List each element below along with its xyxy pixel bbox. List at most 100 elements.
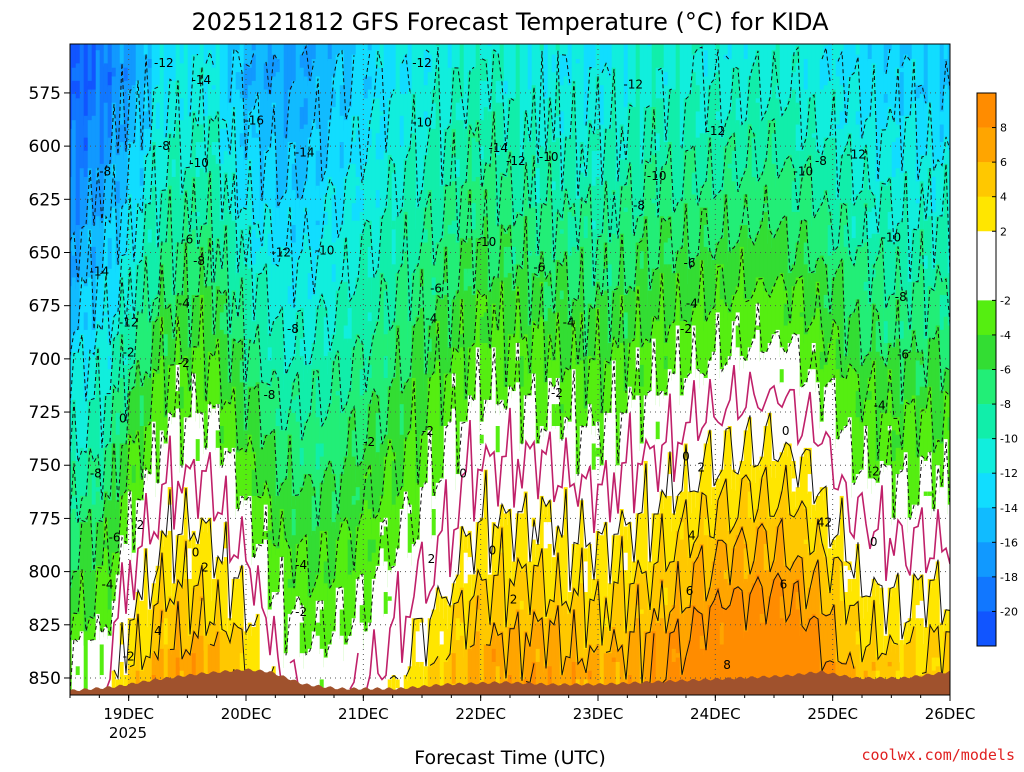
field-cell [351, 294, 357, 355]
field-cell [463, 648, 469, 695]
field-cell [223, 225, 229, 300]
field-cell [139, 211, 145, 267]
field-cell [507, 386, 513, 526]
field-cell [667, 452, 673, 477]
field-cell [123, 80, 129, 160]
contour-label: -8 [158, 139, 170, 153]
temperature-field [70, 44, 950, 695]
field-cell [347, 299, 353, 310]
field-cell [663, 369, 669, 399]
field-cell [407, 321, 413, 386]
field-cell [607, 583, 613, 638]
isotherm-dashed [70, 53, 151, 357]
field-cell [915, 229, 921, 289]
field-cell [127, 369, 133, 394]
field-cell [255, 495, 261, 551]
field-cell [95, 216, 101, 281]
field-cell [687, 491, 693, 566]
field-cell [867, 351, 873, 382]
field-cell [871, 578, 877, 604]
field-cell [687, 44, 693, 101]
field-cell [619, 159, 625, 190]
field-cell [811, 44, 817, 101]
field-cell [103, 395, 109, 455]
field-cell [723, 303, 729, 373]
field-cell [943, 85, 949, 145]
field-cell [759, 120, 765, 180]
field-cell [131, 44, 137, 91]
field-cell [299, 251, 305, 316]
field-cell [367, 539, 373, 565]
field-cell [619, 342, 625, 423]
isotherm-dashed [70, 62, 135, 283]
field-cell [555, 80, 561, 121]
field-cell [327, 59, 333, 129]
field-cell [703, 44, 709, 52]
field-cell [287, 255, 293, 291]
field-cell [307, 596, 313, 656]
field-cell [539, 251, 545, 286]
field-cell [227, 334, 233, 389]
contour-label: 0 [489, 543, 497, 557]
field-cell [839, 430, 845, 505]
terrain-fill [70, 668, 950, 695]
field-cell [171, 80, 177, 146]
field-cell [399, 63, 405, 98]
field-cell [935, 325, 941, 454]
field-cell [847, 44, 853, 82]
field-cell [619, 44, 625, 136]
field-cell [459, 347, 465, 432]
field-cell [207, 404, 213, 533]
field-cell [675, 495, 681, 536]
field-cell [79, 495, 85, 526]
field-cell [915, 203, 921, 233]
field-cell [747, 592, 753, 695]
field-cell [251, 626, 257, 682]
field-cell [671, 631, 677, 652]
field-cell [519, 600, 525, 611]
chart-title: 2025121812 GFS Forecast Temperature (°C)… [191, 8, 829, 36]
field-cell [331, 522, 337, 587]
field-cell [743, 59, 749, 129]
field-cell [347, 391, 353, 421]
field-cell [815, 294, 821, 310]
field-cell [227, 44, 233, 111]
field-cell [883, 465, 889, 658]
field-cell [71, 233, 77, 259]
field-cell [179, 294, 185, 370]
field-cell [731, 44, 737, 72]
field-cell [755, 574, 761, 695]
field-cell [871, 277, 877, 308]
field-cell [527, 89, 533, 149]
field-cell [379, 111, 385, 117]
field-cell [451, 347, 457, 378]
field-cell [931, 168, 937, 179]
field-cell [315, 600, 321, 626]
field-cell [479, 80, 485, 126]
field-cell [803, 447, 809, 518]
field-cell [559, 85, 565, 115]
field-cell [383, 207, 389, 292]
contour-label: -2 [178, 356, 190, 370]
field-cell [199, 565, 205, 601]
field-cell [751, 176, 757, 252]
field-cell [475, 596, 481, 612]
field-cell [419, 268, 425, 289]
field-cell [715, 50, 721, 75]
field-cell [947, 150, 950, 290]
field-cell [847, 561, 853, 572]
contour-label: -12 [623, 77, 643, 91]
field-cell [439, 631, 445, 647]
field-cell [527, 644, 533, 689]
field-cell [207, 251, 213, 291]
field-cell [211, 44, 217, 72]
field-cell [263, 504, 269, 535]
field-cell [231, 338, 237, 393]
field-cell [607, 44, 613, 82]
field-cell [831, 605, 837, 670]
field-cell [771, 578, 777, 695]
field-cell [427, 618, 433, 673]
field-cell [835, 246, 841, 272]
field-cell [395, 495, 401, 556]
x-tick-label: 19DEC [103, 705, 154, 723]
